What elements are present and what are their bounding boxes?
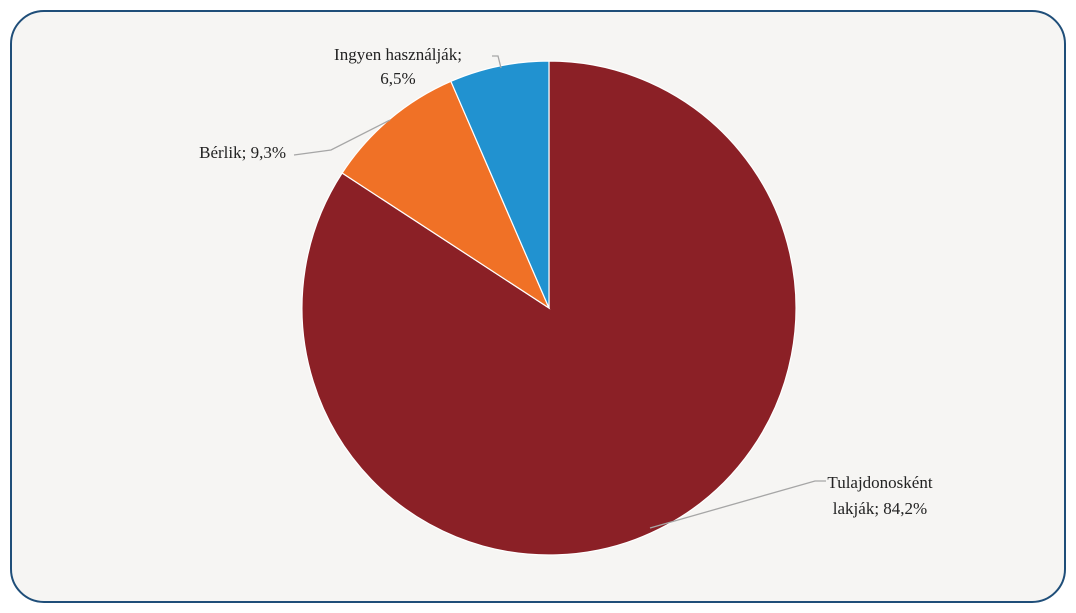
leader-lines: [293, 55, 826, 529]
data-label-1-line-1: Tulajdonosként: [827, 473, 932, 492]
leader-line-1: [649, 480, 826, 529]
pie-slice-1: [301, 60, 797, 556]
data-labels: Tulajdonosként lakják; 84,2% Bérlik; 9,3% I…: [199, 45, 933, 518]
pie-slices: [301, 60, 797, 556]
data-label-2-line-1: Bérlik; 9,3%: [199, 143, 286, 162]
leader-line-2: [293, 119, 391, 156]
pie-slice-2: [341, 80, 551, 310]
data-label-1-line-2: lakják; 84,2%: [833, 499, 927, 518]
data-label-3-line-2: 6,5%: [380, 69, 415, 88]
leader-line-3: [492, 55, 502, 69]
pie-slice-3: [450, 60, 550, 309]
data-label-3-line-1: Ingyen használják;: [334, 45, 462, 64]
